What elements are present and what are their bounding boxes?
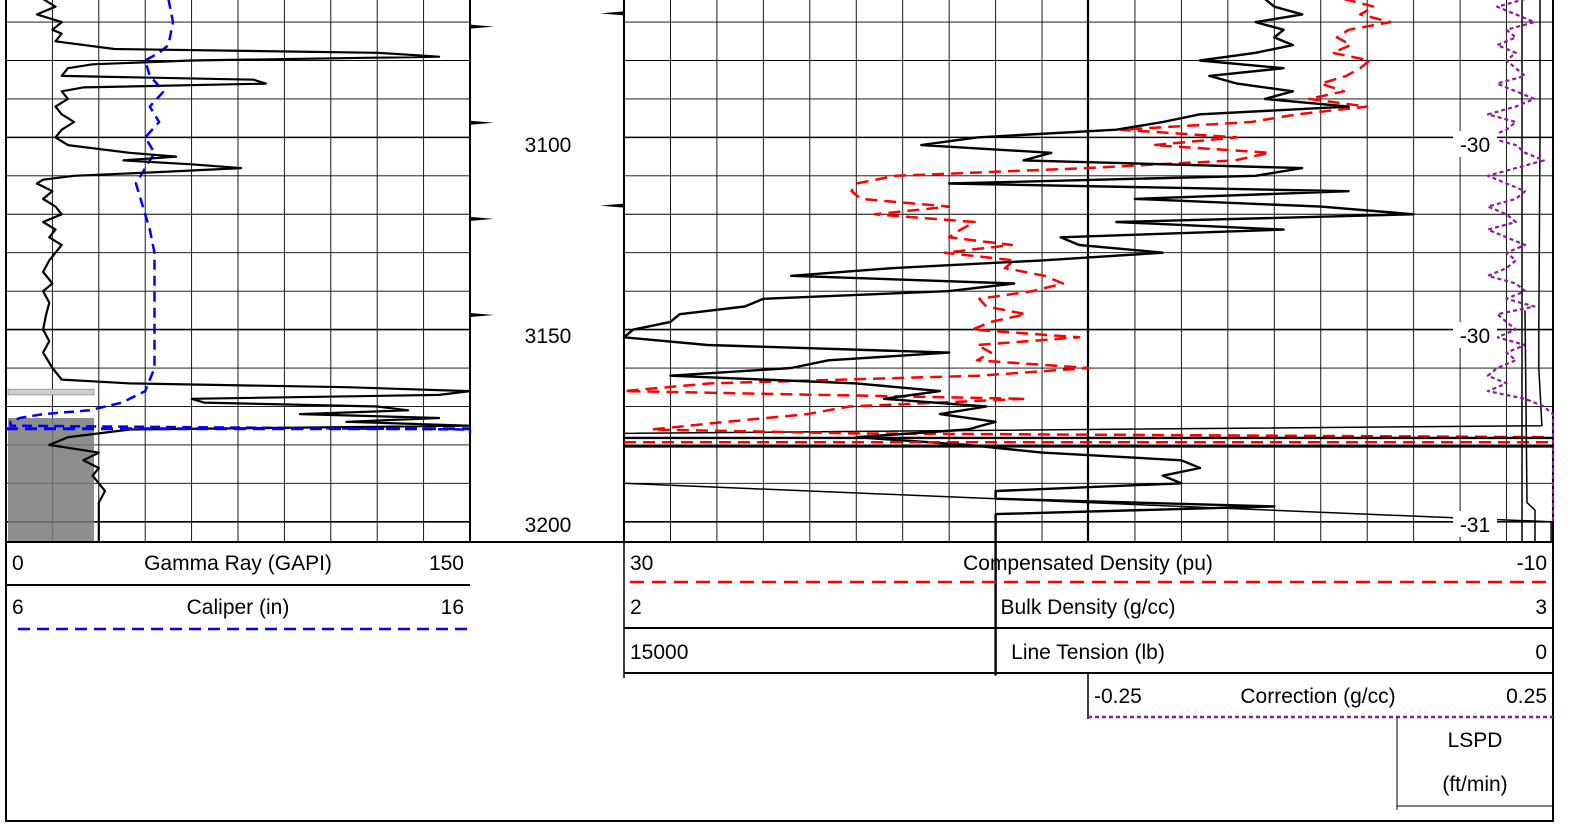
- header-lspd: LSPD (ft/min): [1396, 717, 1553, 810]
- header-compensated-density: 30 Compensated Density (pu) -10: [630, 552, 1553, 584]
- gamma-track-shading: [7, 388, 95, 541]
- lspd-values: -30 -30 -31: [1453, 131, 1497, 537]
- compensated-density-curve: [622, 0, 1551, 439]
- depth-tick-left: [470, 312, 494, 317]
- log-curves: [6, 0, 1555, 676]
- header-caliper: 6 Caliper (in) 16: [12, 596, 470, 631]
- bulk-density-name: Bulk Density (g/cc): [1000, 596, 1175, 619]
- header-gamma-ray: 0 Gamma Ray (GAPI) 150: [6, 552, 470, 586]
- depth-tick-left: [470, 24, 494, 29]
- depth-tick-right: [600, 11, 624, 16]
- correction-max: 0.25: [1506, 685, 1547, 708]
- caliper-name: Caliper (in): [187, 596, 290, 619]
- lspd-value-2: -30: [1460, 325, 1490, 348]
- lspd-value-3: -31: [1460, 514, 1490, 537]
- caliper-curve: [9, 0, 472, 434]
- lspd-value-1: -30: [1460, 134, 1490, 157]
- correction-min: -0.25: [1094, 685, 1142, 708]
- depth-label-3150: 3150: [525, 325, 572, 348]
- correction-name: Correction (g/cc): [1240, 685, 1395, 708]
- bulk-density-min: 2: [630, 596, 642, 619]
- density-track-grid: [624, 0, 1553, 541]
- outer-frame: [5, 0, 1554, 822]
- depth-tick-right: [600, 203, 624, 208]
- bulk-density-max: 3: [1535, 596, 1547, 619]
- header-bulk-density: 2 Bulk Density (g/cc) 3: [624, 596, 1553, 629]
- caliper-min: 6: [12, 596, 24, 619]
- depth-tick-left: [470, 120, 494, 125]
- depth-ticks: [470, 11, 624, 317]
- gamma-ray-name: Gamma Ray (GAPI): [144, 552, 332, 575]
- gamma-ray-min: 0: [12, 552, 24, 575]
- depth-track: 3100 3150 3200: [469, 0, 625, 541]
- header-line-tension: 15000 Line Tension (lb) 0: [624, 641, 1553, 674]
- correction-curve: [1486, 0, 1555, 522]
- compensated-density-max: -10: [1517, 552, 1547, 575]
- lspd-curve: [1524, 310, 1536, 541]
- bulk-density-curve: [622, 0, 1415, 676]
- line-tension-min: 15000: [630, 641, 688, 664]
- depth-label-3100: 3100: [525, 134, 572, 157]
- header-correction: -0.25 Correction (g/cc) 0.25: [1087, 673, 1553, 719]
- gamma-ray-curve: [35, 0, 472, 541]
- compensated-density-name: Compensated Density (pu): [963, 552, 1213, 575]
- compensated-density-min: 30: [630, 552, 653, 575]
- gamma-ray-max: 150: [429, 552, 464, 575]
- lspd-name: LSPD: [1448, 729, 1503, 752]
- line-tension-max: 0: [1535, 641, 1547, 664]
- shading-band: [7, 388, 95, 396]
- line-tension-name: Line Tension (lb): [1011, 641, 1165, 664]
- shading-block: [8, 417, 94, 541]
- lspd-unit: (ft/min): [1442, 773, 1507, 796]
- depth-tick-left: [470, 216, 494, 221]
- line-tension-curve: [623, 0, 1552, 541]
- depth-label-3200: 3200: [525, 514, 572, 537]
- curve-headers: 0 Gamma Ray (GAPI) 150 6 Caliper (in) 16…: [6, 541, 1553, 810]
- caliper-max: 16: [441, 596, 464, 619]
